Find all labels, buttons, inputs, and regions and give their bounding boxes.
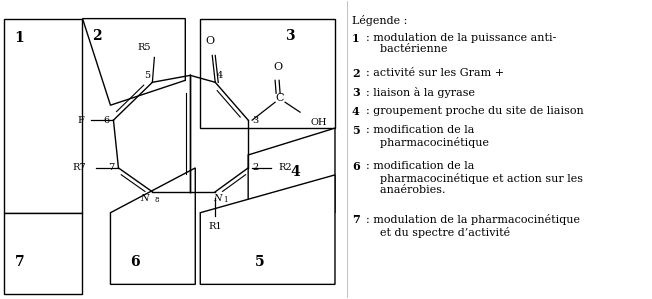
- Text: 4: 4: [290, 165, 300, 179]
- Text: O: O: [205, 36, 215, 46]
- Text: Légende :: Légende :: [352, 15, 408, 26]
- Text: : modification de la
    pharmacocinétique: : modification de la pharmacocinétique: [366, 125, 489, 148]
- Text: N: N: [213, 194, 222, 203]
- Text: N: N: [140, 194, 149, 203]
- Text: 1: 1: [14, 30, 24, 45]
- Polygon shape: [200, 175, 335, 284]
- Text: 6: 6: [352, 161, 360, 172]
- Text: 1: 1: [223, 196, 228, 204]
- Text: 6: 6: [130, 254, 140, 269]
- Bar: [4, 213, 82, 294]
- Text: : activité sur les Gram +: : activité sur les Gram +: [366, 68, 504, 78]
- Text: 7: 7: [352, 214, 360, 225]
- Text: R5: R5: [138, 43, 151, 52]
- Text: 3: 3: [352, 87, 360, 98]
- Text: : modification de la
    pharmacocinétique et action sur les
    anaérobies.: : modification de la pharmacocinétique e…: [366, 161, 583, 195]
- Text: F: F: [78, 116, 85, 125]
- Text: 1: 1: [352, 33, 359, 44]
- Text: 5: 5: [255, 254, 265, 269]
- Text: R2: R2: [278, 164, 291, 173]
- Text: 4: 4: [217, 71, 224, 80]
- Text: : liaison à la gyrase: : liaison à la gyrase: [366, 87, 475, 98]
- Text: OH: OH: [310, 118, 327, 127]
- Bar: [4, 19, 82, 213]
- Text: : modulation de la puissance anti-
    bactérienne: : modulation de la puissance anti- bacté…: [366, 33, 556, 54]
- Text: C: C: [276, 93, 284, 103]
- Text: O: O: [274, 62, 283, 72]
- Text: 3: 3: [252, 116, 258, 125]
- Text: 7: 7: [14, 254, 24, 269]
- Text: R1: R1: [209, 222, 222, 231]
- Text: 5: 5: [144, 71, 151, 80]
- Text: 7: 7: [108, 164, 115, 173]
- Text: 6: 6: [103, 116, 110, 125]
- Polygon shape: [110, 168, 196, 284]
- Text: : modulation de la pharmacocinétique
    et du spectre d’activité: : modulation de la pharmacocinétique et …: [366, 214, 580, 237]
- Polygon shape: [248, 128, 335, 213]
- Text: 4: 4: [352, 106, 360, 117]
- Polygon shape: [83, 19, 185, 105]
- Text: 2: 2: [252, 164, 258, 173]
- Text: 2: 2: [352, 68, 359, 79]
- Text: 3: 3: [285, 29, 295, 42]
- Text: 5: 5: [352, 125, 360, 136]
- Text: : groupement proche du site de liaison: : groupement proche du site de liaison: [366, 106, 584, 116]
- Text: 2: 2: [93, 29, 102, 42]
- Text: 8: 8: [155, 196, 159, 204]
- Text: R7: R7: [73, 164, 87, 173]
- Bar: [200, 19, 335, 128]
